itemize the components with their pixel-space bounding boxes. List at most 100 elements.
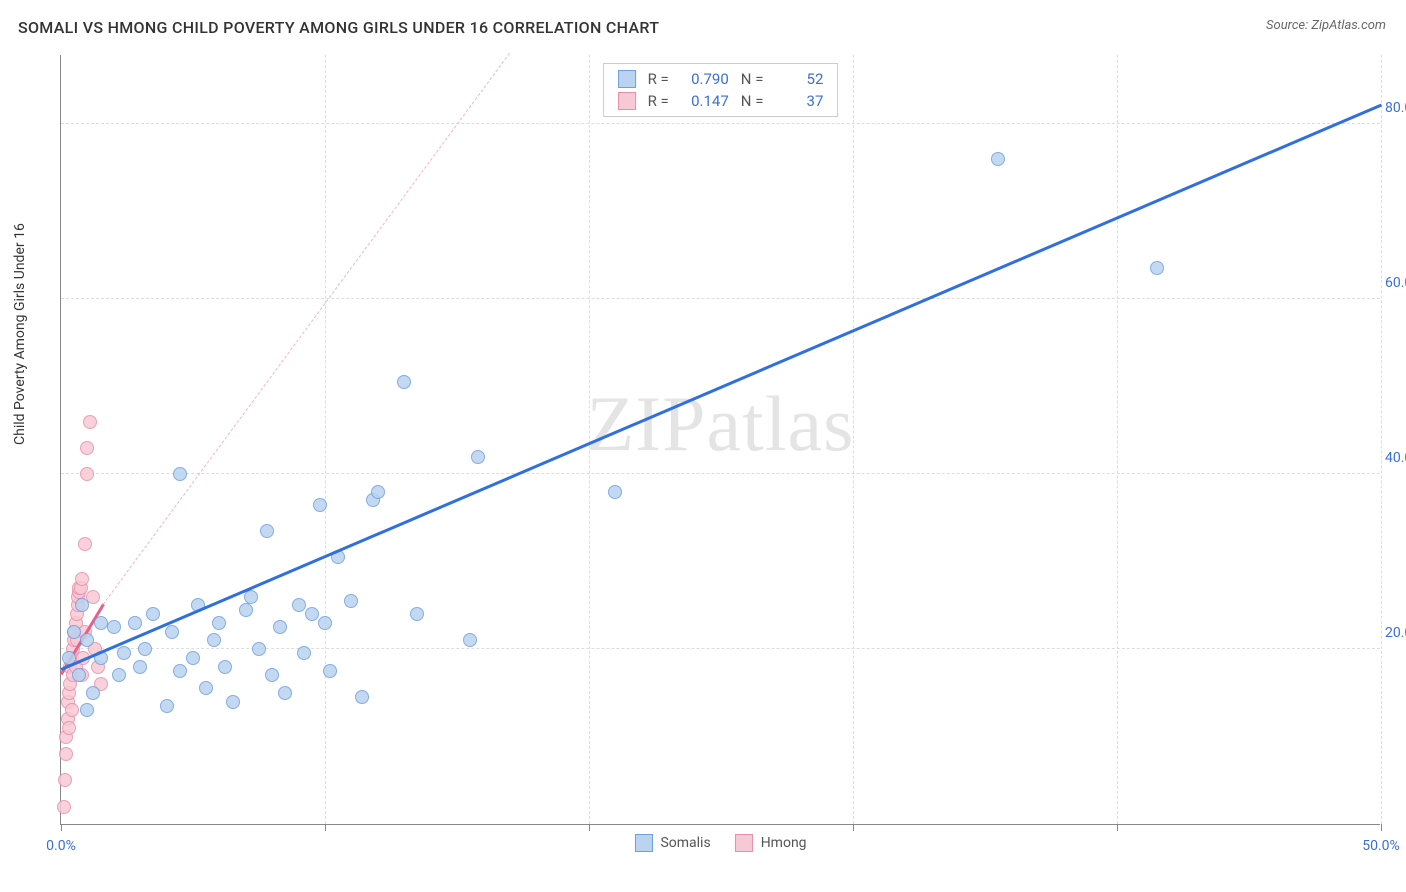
somalis-point <box>94 616 108 630</box>
hmong-point <box>83 415 97 429</box>
watermark: ZIPatlas <box>587 379 855 469</box>
somalis-point <box>355 690 369 704</box>
somalis-point <box>410 607 424 621</box>
n-value: 52 <box>775 70 823 88</box>
n-label: N = <box>741 92 764 110</box>
x-tick-mark <box>1117 824 1118 831</box>
somalis-point <box>72 668 86 682</box>
somalis-point <box>117 646 131 660</box>
hmong-trend-extension <box>103 53 510 605</box>
somalis-point <box>265 668 279 682</box>
gridline-horizontal <box>61 473 1380 474</box>
correlation-legend: R =0.790N =52R =0.147N =37 <box>603 63 839 117</box>
n-value: 37 <box>775 92 823 110</box>
y-tick-label: 60.0% <box>1385 275 1406 291</box>
x-tick-mark <box>325 824 326 831</box>
somalis-point <box>173 664 187 678</box>
somalis-point <box>292 598 306 612</box>
hmong-point <box>75 572 89 586</box>
somalis-point <box>207 633 221 647</box>
somalis-point <box>199 681 213 695</box>
somalis-point <box>244 590 258 604</box>
legend-item: Somalis <box>634 834 710 852</box>
gridline-vertical <box>1381 55 1382 824</box>
legend-swatch <box>735 834 753 852</box>
series-legend: Somalis Hmong <box>634 834 806 852</box>
r-value: 0.147 <box>681 92 729 110</box>
gridline-horizontal <box>61 298 1380 299</box>
somalis-point <box>186 651 200 665</box>
somalis-point <box>323 664 337 678</box>
plot-area: ZIPatlas R =0.790N =52R =0.147N =37 Soma… <box>60 55 1380 825</box>
somalis-point <box>608 485 622 499</box>
somalis-point <box>278 686 292 700</box>
hmong-point <box>59 747 73 761</box>
legend-swatch <box>618 70 636 88</box>
somalis-point <box>160 699 174 713</box>
y-tick-label: 80.0% <box>1385 100 1406 116</box>
somalis-point <box>397 375 411 389</box>
gridline-vertical <box>853 55 854 824</box>
somalis-point <box>146 607 160 621</box>
somalis-point <box>226 695 240 709</box>
x-tick-mark <box>1381 824 1382 831</box>
somalis-point <box>112 668 126 682</box>
legend-label: Somalis <box>660 835 710 851</box>
r-label: R = <box>648 70 669 88</box>
x-tick-label: 0.0% <box>46 838 76 854</box>
gridline-horizontal <box>61 123 1380 124</box>
hmong-point <box>65 703 79 717</box>
somalis-point <box>260 524 274 538</box>
hmong-point <box>58 773 72 787</box>
somalis-point <box>138 642 152 656</box>
somalis-point <box>80 703 94 717</box>
somalis-point <box>313 498 327 512</box>
legend-item: Hmong <box>735 834 807 852</box>
somalis-point <box>463 633 477 647</box>
y-axis-label: Child Poverty Among Girls Under 16 <box>12 223 28 445</box>
gridline-vertical <box>325 55 326 824</box>
somalis-point <box>67 625 81 639</box>
somalis-point <box>86 686 100 700</box>
n-label: N = <box>741 70 764 88</box>
r-label: R = <box>648 92 669 110</box>
somalis-point <box>371 485 385 499</box>
somalis-point <box>218 660 232 674</box>
somalis-point <box>239 603 253 617</box>
somalis-point <box>107 620 121 634</box>
hmong-point <box>57 800 71 814</box>
somalis-point <box>133 660 147 674</box>
x-tick-label: 50.0% <box>1362 838 1400 854</box>
somalis-point <box>173 467 187 481</box>
hmong-point <box>78 537 92 551</box>
somalis-point <box>273 620 287 634</box>
hmong-point <box>80 441 94 455</box>
somalis-point <box>212 616 226 630</box>
somalis-point <box>1150 261 1164 275</box>
legend-swatch <box>618 92 636 110</box>
x-tick-mark <box>853 824 854 831</box>
hmong-point <box>80 467 94 481</box>
legend-label: Hmong <box>761 835 807 851</box>
gridline-vertical <box>1117 55 1118 824</box>
source-attribution: Source: ZipAtlas.com <box>1266 18 1386 33</box>
x-tick-mark <box>589 824 590 831</box>
somalis-point <box>344 594 358 608</box>
somalis-point <box>165 625 179 639</box>
y-tick-label: 40.0% <box>1385 450 1406 466</box>
legend-stats-row: R = 0.147 N = 37 <box>604 90 838 112</box>
somalis-point <box>991 152 1005 166</box>
somalis-point <box>75 598 89 612</box>
x-tick-mark <box>61 824 62 831</box>
somalis-point <box>252 642 266 656</box>
somalis-point <box>80 633 94 647</box>
somalis-point <box>128 616 142 630</box>
somalis-point <box>471 450 485 464</box>
somalis-trend-line <box>61 104 1382 671</box>
somalis-point <box>318 616 332 630</box>
somalis-point <box>297 646 311 660</box>
hmong-point <box>62 721 76 735</box>
legend-stats-row: R =0.790N =52 <box>604 68 838 90</box>
y-tick-label: 20.0% <box>1385 625 1406 641</box>
gridline-vertical <box>589 55 590 824</box>
